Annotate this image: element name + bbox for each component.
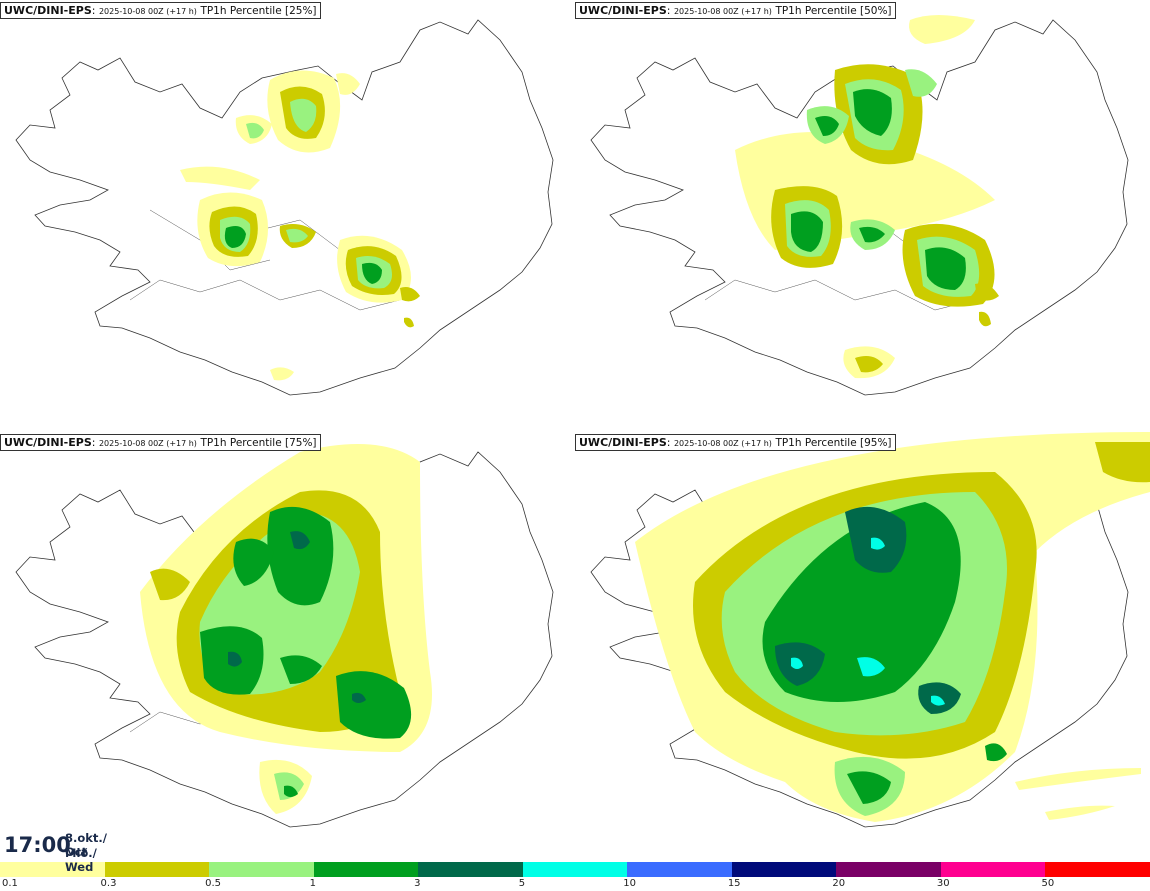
precip-map-p75 bbox=[15, 444, 554, 828]
legend-label: 0.3 bbox=[100, 878, 117, 889]
panel-title: UWC/DINI-EPS: 2025-10-08 00Z (+17 h) TP1… bbox=[575, 434, 896, 451]
legend-label: 3 bbox=[414, 878, 421, 889]
panel-title: UWC/DINI-EPS: 2025-10-08 00Z (+17 h) TP1… bbox=[0, 2, 321, 19]
legend-label: 5 bbox=[518, 878, 526, 889]
panel-title: UWC/DINI-EPS: 2025-10-08 00Z (+17 h) TP1… bbox=[575, 2, 896, 19]
legend-swatch bbox=[522, 862, 629, 877]
map-panel-p95: UWC/DINI-EPS: 2025-10-08 00Z (+17 h) TP1… bbox=[575, 432, 1150, 862]
legend-swatch bbox=[731, 862, 838, 877]
legend-swatch bbox=[313, 862, 420, 877]
legend-label: 50 bbox=[1041, 878, 1055, 889]
precip-contours bbox=[140, 444, 432, 814]
legend-swatch bbox=[0, 862, 106, 877]
legend-swatch bbox=[627, 862, 733, 877]
precip-map-p50 bbox=[590, 15, 1129, 396]
legend-label: 30 bbox=[936, 878, 950, 889]
panel-title: UWC/DINI-EPS: 2025-10-08 00Z (+17 h) TP1… bbox=[0, 434, 321, 451]
legend-swatch bbox=[104, 862, 211, 877]
legend-swatch bbox=[209, 862, 315, 877]
legend-swatch bbox=[418, 862, 524, 877]
valid-date-line1: 8.okt./ Oct bbox=[65, 831, 107, 859]
precip-map-p95 bbox=[590, 432, 1150, 828]
map-panel-p50: UWC/DINI-EPS: 2025-10-08 00Z (+17 h) TP1… bbox=[575, 0, 1150, 430]
precip-contours bbox=[735, 15, 999, 379]
valid-time: 17:00 bbox=[4, 833, 71, 857]
legend-label: 15 bbox=[727, 878, 741, 889]
map-panel-p25: UWC/DINI-EPS: 2025-10-08 00Z (+17 h) TP1… bbox=[0, 0, 575, 430]
precip-contours bbox=[635, 432, 1150, 822]
valid-time-box: 17:00 8.okt./ Oct Mið./ Wed bbox=[0, 829, 128, 874]
legend-swatch bbox=[940, 862, 1047, 877]
legend-swatch bbox=[836, 862, 942, 877]
legend-label: 1 bbox=[309, 878, 316, 889]
legend-label: 0.5 bbox=[205, 878, 221, 889]
valid-date-line2: Mið./ Wed bbox=[65, 846, 97, 874]
legend-label: 0.1 bbox=[2, 878, 18, 889]
legend-label: 10 bbox=[623, 878, 636, 889]
legend-swatch bbox=[1045, 862, 1150, 877]
precip-contours bbox=[180, 70, 420, 381]
map-panel-p75: UWC/DINI-EPS: 2025-10-08 00Z (+17 h) TP1… bbox=[0, 432, 575, 862]
legend-label: 20 bbox=[832, 878, 846, 889]
precip-map-p25 bbox=[15, 19, 554, 396]
color-legend: 0.1 0.3 0.5 1 3 5 10 15 20 30 50 bbox=[0, 862, 1150, 891]
